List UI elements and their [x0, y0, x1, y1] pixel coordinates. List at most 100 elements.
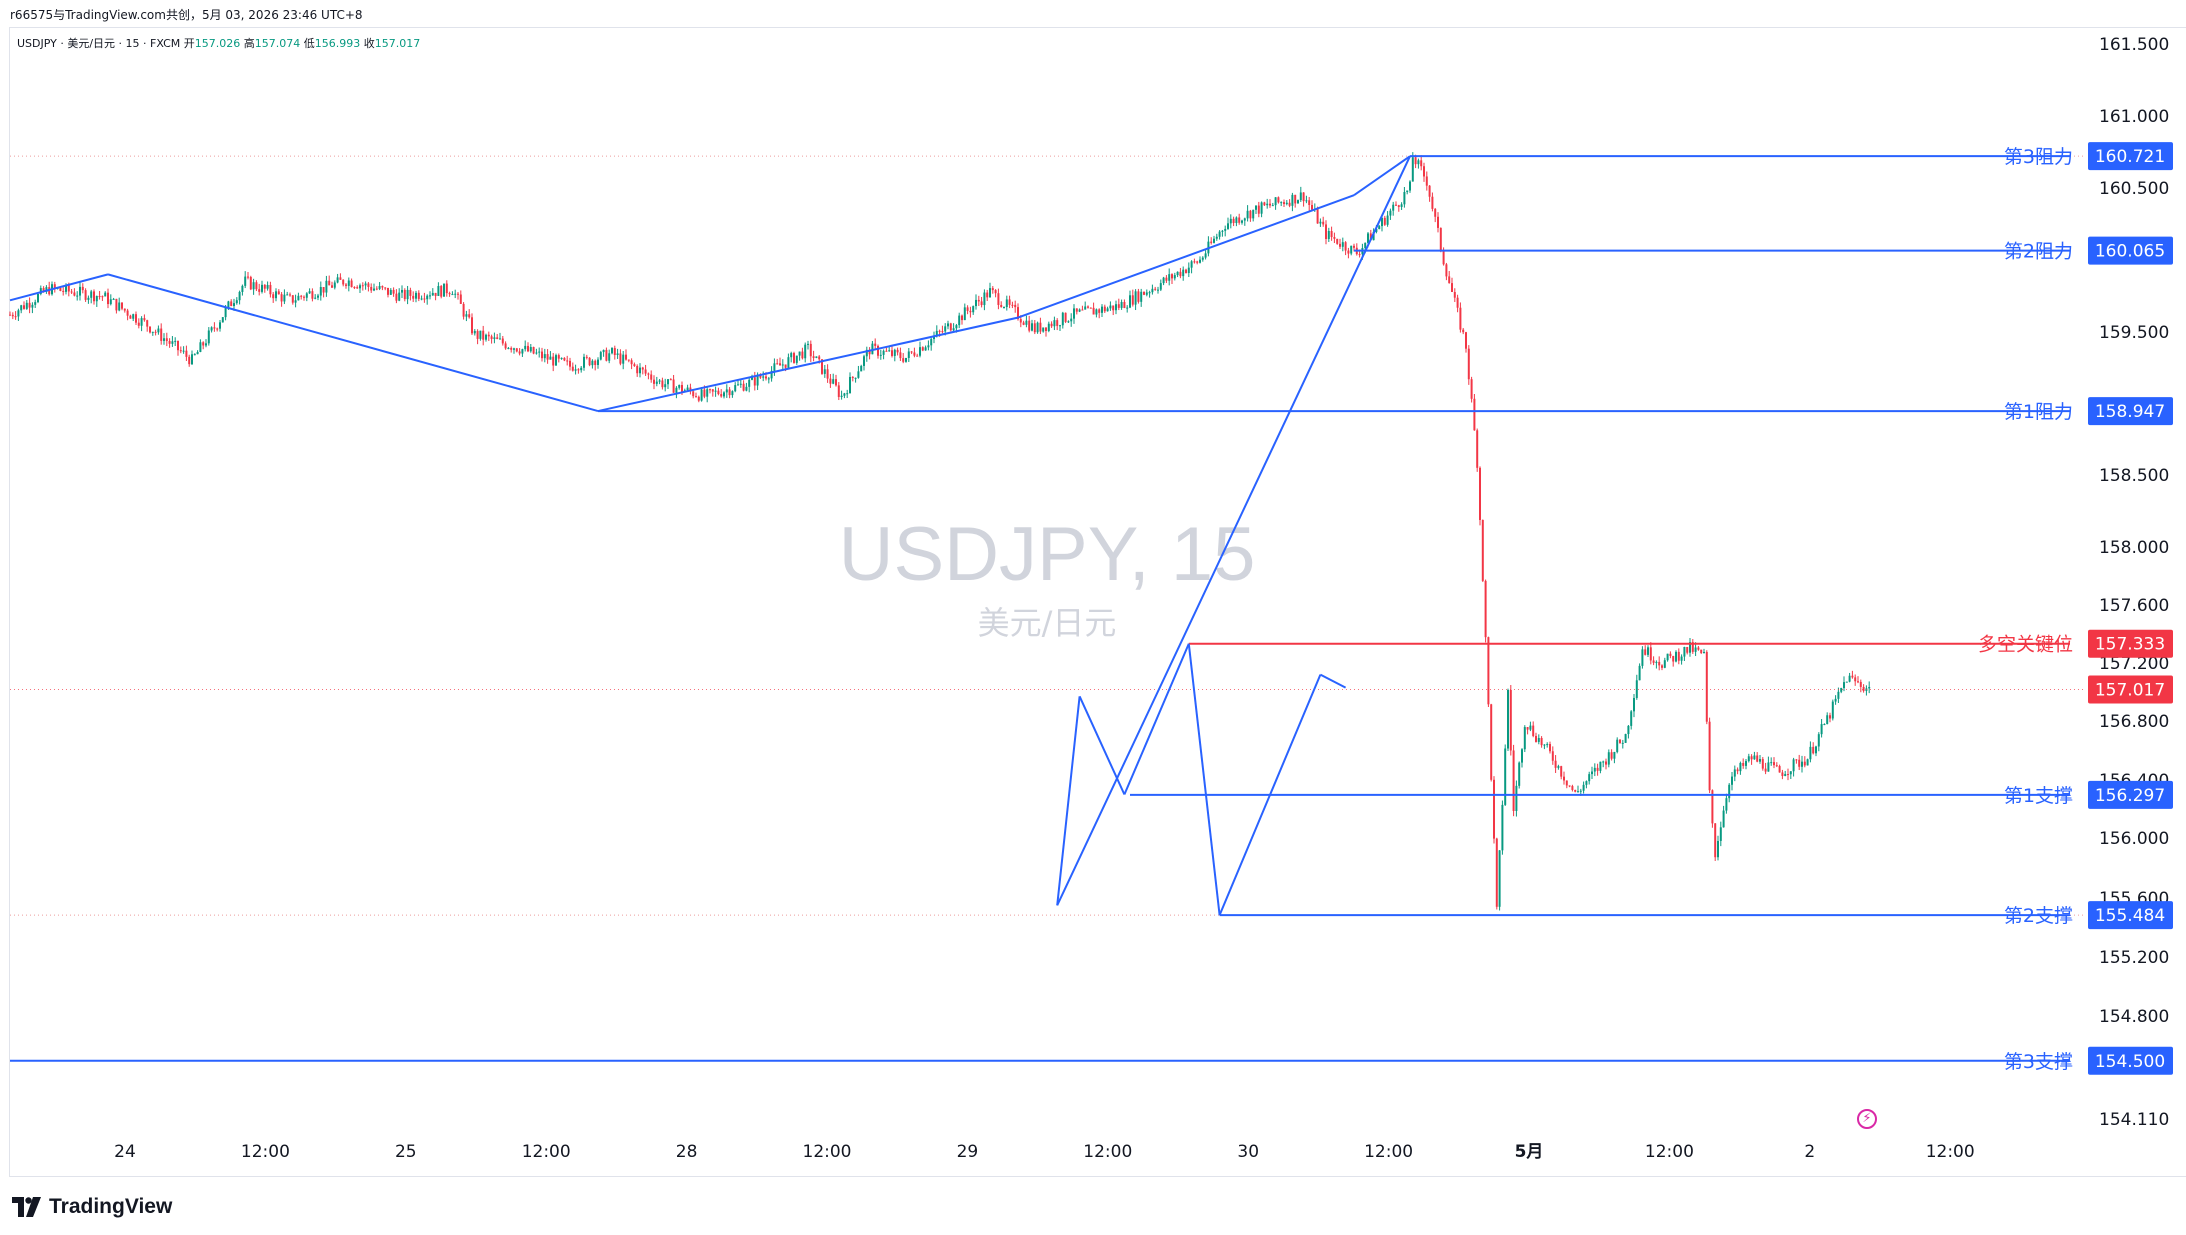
- trend-line[interactable]: [1056, 155, 1411, 906]
- candle: [1420, 155, 1423, 171]
- candle: [865, 346, 868, 362]
- candle: [261, 280, 263, 294]
- candle: [129, 314, 132, 319]
- candle: [524, 340, 527, 352]
- trend-line[interactable]: [107, 273, 599, 413]
- candle: [1322, 216, 1325, 227]
- candle: [1745, 758, 1747, 770]
- trend-line[interactable]: [1319, 673, 1347, 689]
- candle: [1344, 241, 1347, 256]
- candle: [1703, 648, 1705, 654]
- time-axis[interactable]: 24 12:00 25 12:00 28 12:00 29 12:00 30 12:00 5月 12:…: [114, 1142, 1975, 1162]
- legend-open: 157.026: [194, 37, 241, 50]
- candle: [933, 331, 935, 344]
- candle: [667, 378, 669, 389]
- candle: [345, 282, 347, 289]
- candle: [1459, 302, 1462, 333]
- candle: [1644, 645, 1647, 656]
- lightning-bolt-icon[interactable]: ⚡: [1857, 1109, 1877, 1129]
- candle: [538, 347, 541, 358]
- svg-text:154.500: 154.500: [2095, 1052, 2165, 1072]
- candle: [1501, 800, 1504, 855]
- candle: [1400, 202, 1403, 210]
- candle: [1451, 277, 1453, 292]
- candle: [39, 285, 42, 296]
- candle: [714, 386, 717, 397]
- trend-line[interactable]: [9, 273, 109, 302]
- candle: [1862, 684, 1865, 693]
- candle: [1613, 751, 1616, 764]
- candle: [1798, 754, 1801, 771]
- candle: [1185, 268, 1187, 274]
- candle: [728, 387, 731, 399]
- candle: [513, 347, 515, 354]
- candle: [165, 332, 168, 347]
- trend-line[interactable]: [1353, 155, 1411, 197]
- candle: [787, 353, 790, 369]
- candle: [809, 340, 812, 362]
- candle: [1000, 301, 1003, 308]
- candle: [1008, 295, 1011, 309]
- candle: [739, 379, 742, 388]
- price-badge: 154.500: [2088, 1046, 2173, 1075]
- candle: [893, 348, 896, 362]
- candle: [871, 340, 874, 355]
- candle: [294, 294, 297, 308]
- trend-line[interactable]: [1187, 643, 1221, 916]
- candle: [835, 374, 837, 387]
- candle: [619, 349, 622, 366]
- candle: [843, 392, 846, 399]
- candle: [244, 271, 247, 289]
- candle: [1479, 466, 1481, 526]
- candle: [403, 288, 406, 302]
- candle: [1210, 237, 1213, 245]
- candle: [1593, 763, 1596, 777]
- trend-line[interactable]: [1123, 643, 1190, 795]
- candle: [280, 292, 283, 307]
- candle: [1238, 213, 1241, 225]
- candle: [910, 351, 913, 355]
- price-tick-label: 154.800: [2099, 1007, 2169, 1027]
- candle: [868, 347, 871, 360]
- chart-panel[interactable]: [9, 27, 2186, 1177]
- trend-line[interactable]: [1056, 696, 1081, 906]
- candle: [1143, 291, 1145, 296]
- candle: [305, 292, 308, 302]
- trend-line[interactable]: [1218, 674, 1322, 916]
- candle: [580, 366, 583, 373]
- candle: [1801, 755, 1803, 773]
- candle: [101, 295, 104, 301]
- candle: [90, 289, 93, 304]
- candle: [1397, 204, 1400, 212]
- candle: [1182, 266, 1185, 281]
- candle: [87, 295, 90, 304]
- candle: [1753, 751, 1756, 760]
- candle: [1658, 656, 1661, 671]
- trend-line[interactable]: [1017, 194, 1355, 319]
- candle: [882, 349, 885, 360]
- candle: [392, 287, 395, 297]
- tradingview-branding[interactable]: TradingView: [12, 1193, 172, 1221]
- candle: [1073, 304, 1075, 324]
- candle: [546, 349, 549, 364]
- legend-symbol: USDJPY · 美元/日元 · 15 · FXCM: [17, 37, 181, 50]
- candle: [81, 283, 84, 294]
- candle: [1789, 771, 1792, 780]
- candle: [790, 351, 793, 363]
- price-axis[interactable]: 161.500 161.000 160.500 159.500 158.500 158.0…: [2099, 35, 2169, 1130]
- candle: [48, 281, 51, 296]
- candle: [23, 301, 25, 310]
- candle: [1154, 286, 1157, 291]
- trend-line[interactable]: [1078, 695, 1126, 795]
- candle: [230, 299, 233, 307]
- candle: [541, 347, 543, 362]
- candle: [1518, 761, 1521, 789]
- candle: [213, 322, 216, 332]
- candle: [1610, 749, 1613, 761]
- trend-line[interactable]: [597, 316, 1019, 413]
- candle: [14, 311, 17, 320]
- candle: [529, 343, 532, 353]
- candle: [507, 347, 510, 350]
- candle: [1302, 192, 1305, 207]
